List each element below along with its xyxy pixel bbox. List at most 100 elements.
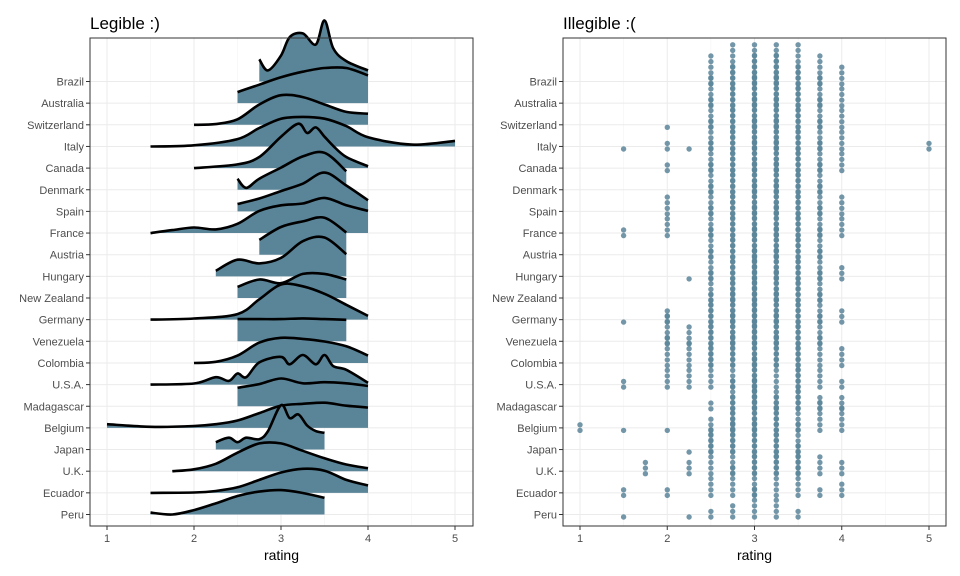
ridge-ecuador: [150, 467, 369, 495]
data-point: [751, 335, 758, 341]
data-point: [708, 259, 714, 265]
data-point: [817, 107, 823, 114]
x-axis-left: 1 2 3 4 5: [104, 526, 458, 545]
data-point: [664, 362, 670, 369]
data-point: [839, 113, 845, 119]
data-point: [795, 237, 801, 244]
data-point: [773, 475, 779, 482]
data-point: [620, 319, 627, 325]
data-point: [839, 97, 845, 103]
data-point: [708, 58, 714, 65]
data-point: [795, 107, 801, 114]
data-point: [773, 362, 779, 369]
data-point: [773, 211, 779, 217]
data-point: [730, 135, 736, 141]
points: [577, 42, 932, 520]
data-point: [839, 265, 845, 271]
x-tick-label: 1: [104, 533, 110, 545]
data-point: [730, 107, 736, 114]
data-point: [730, 64, 736, 70]
data-point: [730, 70, 736, 76]
data-point: [773, 454, 779, 460]
data-point: [839, 167, 845, 174]
data-point: [839, 465, 845, 471]
panel-title-right: Illegible :(: [563, 14, 636, 33]
data-point: [708, 270, 714, 276]
data-point: [730, 438, 736, 444]
data-point: [839, 227, 845, 233]
data-point: [817, 86, 823, 92]
data-point: [708, 438, 714, 444]
data-point: [708, 443, 714, 450]
data-point: [751, 135, 758, 141]
y-tick-label: Germany: [512, 315, 558, 327]
data-point: [817, 492, 823, 499]
data-point: [664, 341, 670, 347]
data-point: [751, 270, 758, 276]
data-point: [817, 178, 823, 184]
data-point: [795, 265, 801, 271]
data-point: [773, 416, 779, 422]
data-point: [730, 308, 736, 314]
data-point: [773, 335, 779, 341]
data-point: [751, 341, 758, 347]
data-point: [751, 329, 758, 336]
data-point: [773, 438, 779, 444]
ridge-line: [193, 122, 369, 170]
data-point: [708, 329, 714, 336]
data-point: [817, 373, 823, 379]
data-point: [773, 64, 779, 70]
data-point: [751, 107, 758, 114]
data-point: [795, 124, 801, 130]
data-point: [751, 367, 758, 373]
ridge-fill: [172, 442, 368, 472]
data-point: [751, 167, 758, 174]
data-point: [817, 410, 823, 417]
data-point: [839, 216, 845, 222]
data-point: [730, 162, 736, 168]
data-point: [708, 113, 714, 119]
data-point: [817, 422, 823, 428]
data-point: [839, 394, 845, 401]
data-point: [751, 254, 758, 260]
data-point: [686, 367, 692, 373]
data-point: [817, 286, 823, 292]
data-point: [664, 162, 670, 168]
y-tick-label: Ecuador: [516, 488, 557, 500]
data-point: [795, 97, 801, 103]
data-point: [795, 341, 801, 347]
y-tick-label: Canada: [45, 163, 84, 175]
data-point: [839, 276, 845, 282]
ridge-line: [215, 235, 348, 272]
data-point: [795, 81, 801, 87]
data-point: [795, 475, 801, 482]
data-point: [795, 194, 801, 200]
y-tick-label: U.S.A.: [525, 380, 557, 392]
x-tick-label: 2: [191, 533, 197, 545]
data-point: [839, 205, 845, 211]
data-point: [730, 319, 736, 325]
data-point: [795, 406, 801, 412]
data-point: [795, 292, 801, 298]
data-point: [751, 373, 758, 379]
data-point: [730, 119, 736, 125]
data-point: [839, 200, 845, 206]
data-point: [686, 335, 692, 341]
data-point: [817, 124, 823, 130]
data-point: [686, 362, 692, 369]
data-point: [708, 75, 714, 82]
data-point: [817, 194, 823, 200]
data-point: [730, 475, 736, 482]
data-point: [730, 286, 736, 292]
data-point: [751, 357, 758, 363]
data-point: [708, 189, 714, 195]
data-point: [730, 508, 736, 515]
data-point: [773, 58, 779, 65]
data-point: [839, 346, 845, 352]
data-point: [795, 362, 801, 369]
data-point: [817, 129, 823, 135]
ridge-fill: [150, 354, 368, 385]
data-point: [795, 302, 801, 308]
data-point: [773, 487, 779, 493]
data-point: [751, 237, 758, 244]
